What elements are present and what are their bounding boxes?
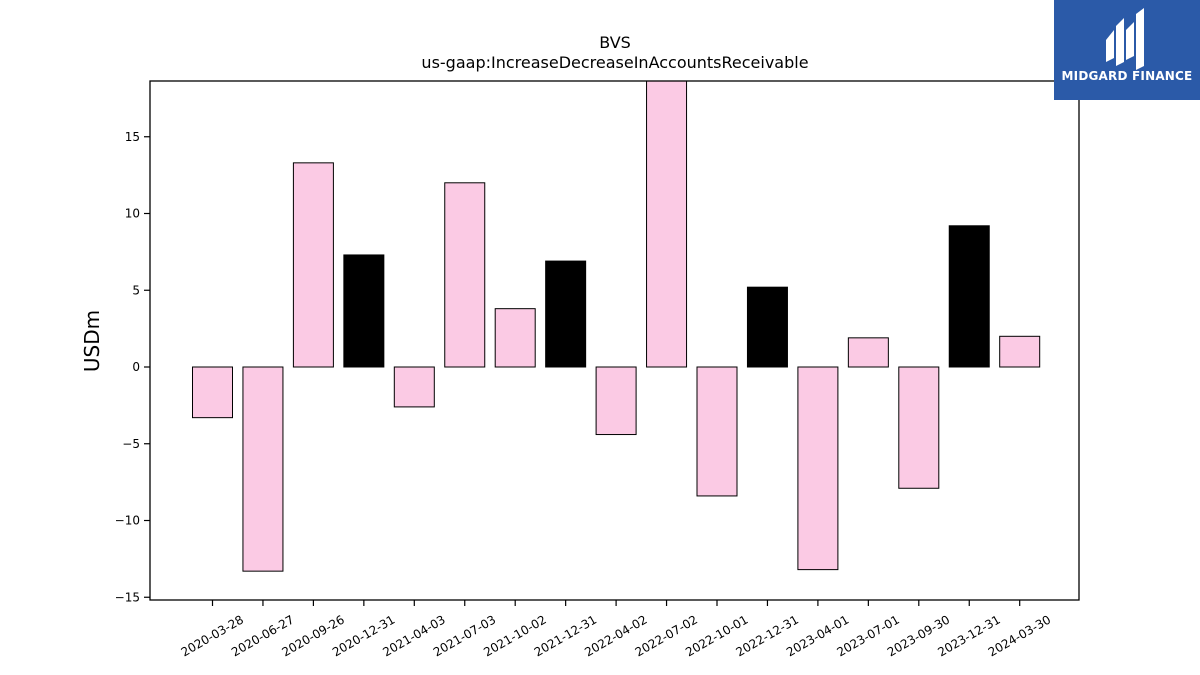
plot-frame bbox=[149, 80, 1080, 601]
y-tick-label: −5 bbox=[122, 437, 140, 451]
midgard-logo-icon bbox=[1106, 8, 1144, 70]
bar-2022-07-02 bbox=[646, 80, 688, 368]
y-axis: −15 −10 −5 0 5 10 15 bbox=[115, 130, 150, 604]
bar-2020-12-31 bbox=[343, 254, 385, 368]
bar-2023-07-01 bbox=[847, 337, 889, 368]
y-tick-label: 0 bbox=[132, 360, 140, 374]
bar-2020-09-26 bbox=[292, 162, 334, 368]
bar-2023-12-31 bbox=[948, 225, 990, 368]
y-tick-label: 15 bbox=[125, 130, 140, 144]
bar-2021-04-03 bbox=[393, 366, 435, 408]
bar-2021-07-03 bbox=[444, 182, 486, 368]
y-tick-label: −10 bbox=[115, 514, 140, 528]
chart-title: BVS bbox=[599, 33, 631, 52]
y-axis-label: USDm bbox=[80, 310, 104, 372]
bar-2023-09-30 bbox=[898, 366, 940, 489]
chart-subtitle: us-gaap:IncreaseDecreaseInAccountsReceiv… bbox=[421, 53, 808, 72]
bar-2020-06-27 bbox=[242, 366, 284, 572]
bar-2022-12-31 bbox=[746, 286, 788, 368]
bar-2023-04-01 bbox=[797, 366, 839, 571]
x-axis: 2020-03-282020-06-272020-09-262020-12-31… bbox=[179, 600, 1053, 659]
y-tick-label: 10 bbox=[125, 207, 140, 221]
bar-2022-10-01 bbox=[696, 366, 738, 497]
y-tick-label: −15 bbox=[115, 590, 140, 604]
bar-2021-12-31 bbox=[545, 260, 587, 368]
bars-group bbox=[192, 80, 1041, 572]
bar-2020-03-28 bbox=[192, 366, 233, 419]
bar-2022-04-02 bbox=[595, 366, 637, 436]
bar-2021-10-02 bbox=[494, 308, 536, 368]
bar-2024-03-30 bbox=[999, 335, 1041, 368]
brand-logo-text: MIDGARD FINANCE bbox=[1061, 69, 1193, 83]
y-tick-label: 5 bbox=[132, 283, 140, 297]
brand-logo: MIDGARD FINANCE bbox=[1054, 0, 1200, 100]
